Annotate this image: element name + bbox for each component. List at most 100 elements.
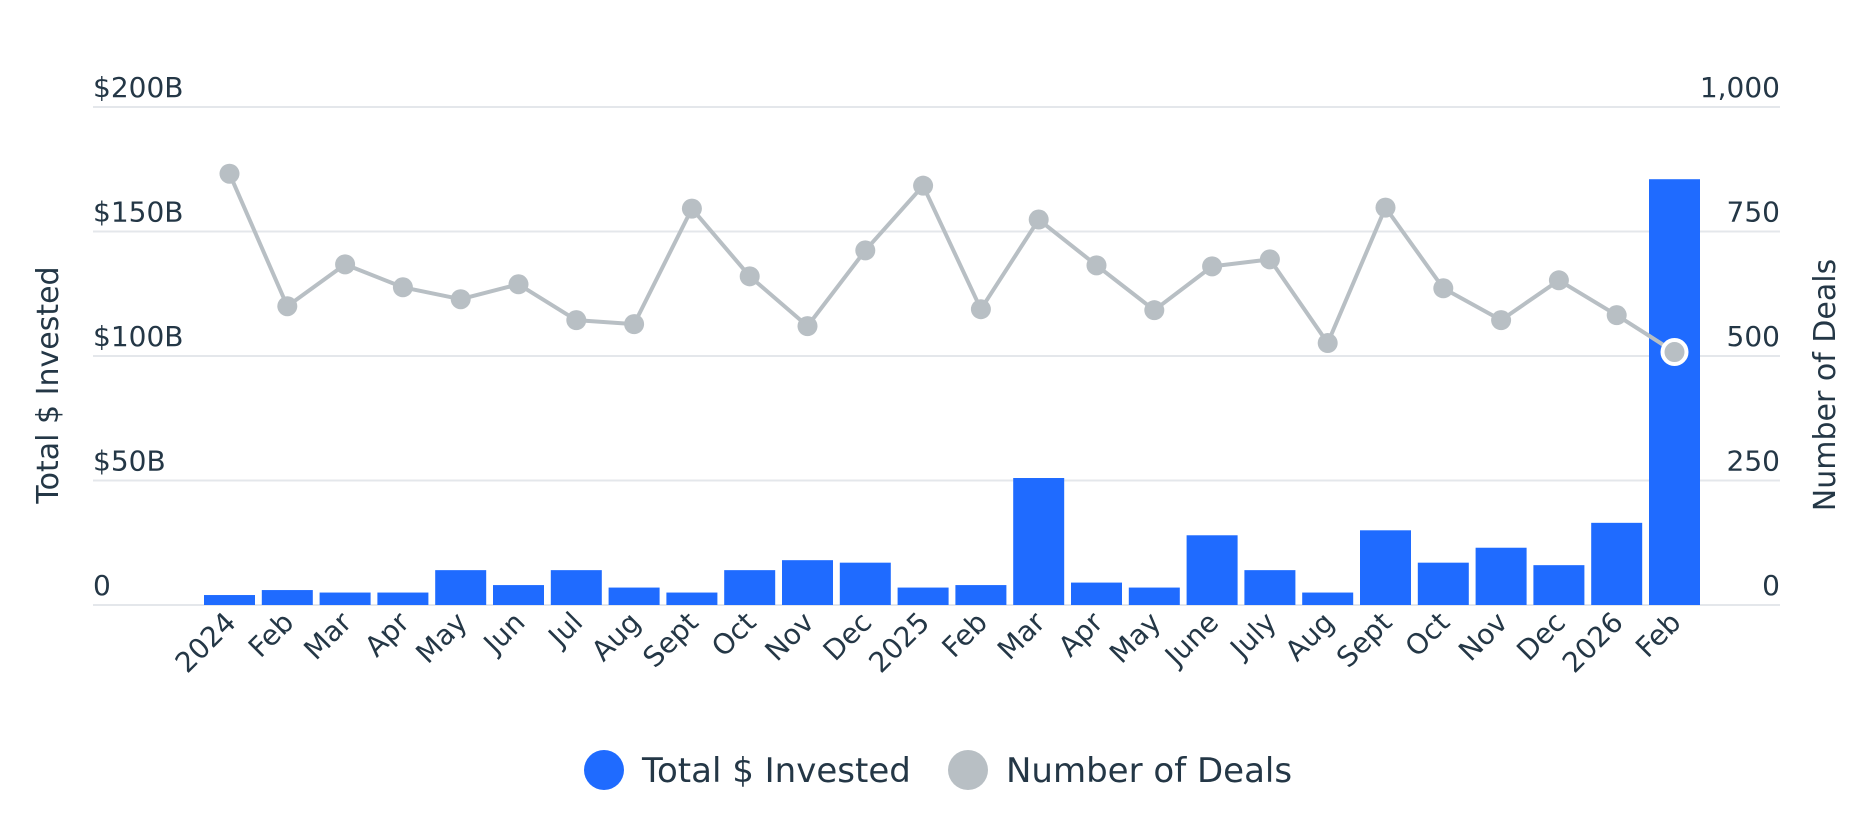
bar	[1649, 179, 1700, 605]
bar	[204, 595, 255, 605]
left-tick-label: 0	[93, 569, 111, 602]
bar	[608, 587, 660, 605]
bar	[782, 560, 833, 605]
left-tick-label: $200B	[93, 71, 183, 104]
deals-point	[1660, 338, 1689, 367]
bar	[377, 592, 429, 605]
x-tick-label: Feb	[1629, 606, 1687, 664]
deals-points	[219, 163, 1689, 367]
bar	[1475, 547, 1527, 605]
right-axis-ticks: 0 250 500 750 1,000	[1700, 71, 1780, 602]
deals-point	[1606, 305, 1627, 326]
x-tick-label: July	[1222, 606, 1282, 666]
legend-label-deals: Number of Deals	[1006, 751, 1292, 791]
deals-point	[566, 310, 587, 331]
x-tick-label: 2024	[169, 606, 243, 680]
bar	[435, 570, 487, 605]
x-tick-label: Mar	[991, 605, 1052, 666]
x-tick-label: Aug	[1279, 606, 1341, 668]
x-tick-label: Feb	[935, 606, 993, 664]
deals-point	[855, 240, 876, 261]
deals-point	[1259, 249, 1280, 270]
x-tick-label: 2025	[862, 606, 936, 680]
deals-point	[1317, 333, 1338, 354]
x-tick-label: 2026	[1556, 606, 1630, 680]
x-tick-label: Nov	[758, 606, 820, 668]
bar	[955, 585, 1007, 605]
x-tick-label: Sept	[636, 606, 704, 674]
deals-point	[1144, 300, 1165, 321]
bar	[839, 562, 891, 605]
right-tick-label: 750	[1727, 196, 1780, 229]
deals-point	[797, 316, 818, 337]
legend: Total $ Invested Number of Deals	[584, 750, 1292, 791]
right-tick-label: 0	[1762, 569, 1780, 602]
x-tick-label: Apr	[358, 605, 416, 663]
bar	[261, 590, 313, 605]
left-axis-title: Total $ Invested	[31, 266, 66, 504]
x-tick-label: Sept	[1330, 606, 1398, 674]
x-tick-label: Aug	[585, 606, 647, 668]
x-tick-label: Oct	[705, 606, 763, 664]
x-tick-label: May	[1103, 606, 1167, 670]
deals-point	[277, 296, 298, 317]
bar	[1417, 562, 1469, 605]
x-tick-label: Jun	[476, 606, 532, 662]
legend-swatch-invested	[584, 750, 624, 790]
bar	[1360, 530, 1411, 605]
deals-point	[1028, 209, 1049, 230]
deals-point	[450, 289, 471, 310]
left-tick-label: $50B	[93, 445, 166, 478]
bar	[1071, 582, 1122, 605]
x-tick-label: Feb	[242, 606, 300, 664]
deals-point	[970, 299, 991, 320]
deals-point	[624, 314, 645, 335]
bar	[319, 592, 371, 605]
bar	[1013, 478, 1065, 605]
left-tick-label: $150B	[93, 196, 183, 229]
legend-swatch-deals	[948, 750, 988, 790]
deals-point	[1375, 197, 1396, 218]
bar	[1533, 565, 1585, 605]
bar	[1302, 592, 1354, 605]
deals-line-path	[227, 172, 1676, 354]
x-tick-label: Jul	[541, 606, 590, 655]
deals-point	[739, 266, 760, 287]
x-tick-label: June	[1157, 606, 1225, 674]
deals-point	[392, 277, 413, 298]
x-tick-label: Apr	[1052, 605, 1110, 663]
right-tick-label: 500	[1727, 320, 1780, 353]
deals-point	[219, 163, 240, 184]
deals-point	[335, 254, 356, 275]
x-tick-label: May	[409, 606, 473, 670]
deals-point	[1202, 256, 1223, 277]
bar	[1186, 535, 1238, 605]
bar	[1244, 570, 1296, 605]
x-tick-label: Mar	[297, 605, 358, 666]
gridlines	[93, 106, 1780, 606]
deals-line	[227, 172, 1676, 354]
bar	[1128, 587, 1180, 605]
bar	[493, 585, 544, 605]
bar	[666, 592, 718, 605]
invested-bars	[204, 179, 1700, 605]
deals-point	[1548, 270, 1569, 291]
deals-point	[1491, 310, 1512, 331]
deals-point	[681, 198, 702, 219]
x-tick-label: Oct	[1399, 606, 1457, 664]
bar	[550, 570, 602, 605]
legend-label-invested: Total $ Invested	[641, 751, 911, 791]
right-tick-label: 250	[1727, 445, 1780, 478]
bar	[724, 570, 776, 605]
left-axis-ticks: 0 $50B $100B $150B $200B	[93, 71, 183, 602]
bar	[897, 587, 949, 605]
right-tick-label: 1,000	[1700, 71, 1780, 104]
deals-point	[1086, 255, 1107, 276]
right-axis-title: Number of Deals	[1808, 259, 1843, 511]
left-tick-label: $100B	[93, 320, 183, 353]
deals-point	[1433, 278, 1454, 299]
x-tick-label: Nov	[1452, 606, 1514, 668]
